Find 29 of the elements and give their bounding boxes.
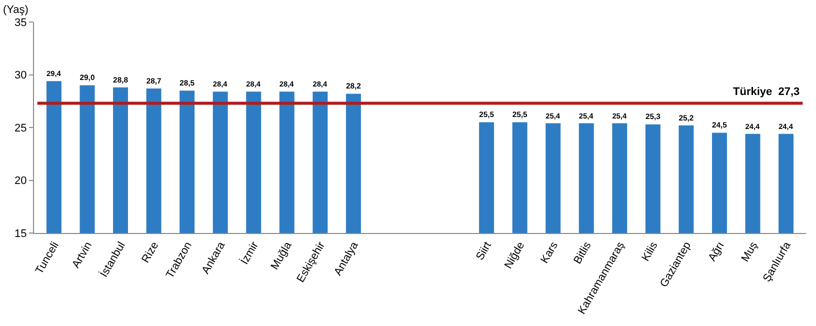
data-label: 28,7 — [146, 76, 162, 86]
data-label: 24,4 — [778, 122, 794, 131]
data-label: 25,3 — [645, 112, 660, 122]
y-tick-label: 25 — [14, 122, 27, 134]
y-tick-label: 30 — [14, 70, 27, 82]
y-tick-label: 20 — [14, 175, 27, 188]
data-label: 25,5 — [479, 110, 495, 120]
y-tick-label: 35 — [14, 16, 27, 29]
y-tick-label: 15 — [14, 228, 27, 240]
data-label: 28,4 — [312, 80, 328, 89]
data-label: 25,5 — [512, 110, 528, 120]
data-label: 29,4 — [46, 69, 62, 78]
data-label: 25,4 — [612, 111, 628, 120]
data-label: 28,5 — [180, 78, 196, 88]
data-label: 28,2 — [346, 82, 361, 91]
data-label: 25,4 — [578, 111, 594, 120]
data-label: 28,4 — [279, 80, 295, 89]
data-label: 28,8 — [113, 75, 129, 84]
data-label: 25,2 — [678, 113, 694, 122]
data-label: 28,4 — [246, 80, 262, 89]
data-label: 24,4 — [745, 122, 761, 131]
data-label: 29,0 — [80, 73, 95, 82]
x-tick-label: Siirt — [474, 240, 494, 262]
data-label: 25,4 — [546, 111, 561, 120]
data-label: 24,5 — [712, 120, 728, 130]
x-tick-label: Kilis — [640, 240, 661, 264]
ref-line-label: Türkiye 27,3 — [733, 86, 800, 98]
y-axis-title: (Yaş) — [3, 4, 28, 16]
data-label: 28,4 — [212, 80, 228, 89]
